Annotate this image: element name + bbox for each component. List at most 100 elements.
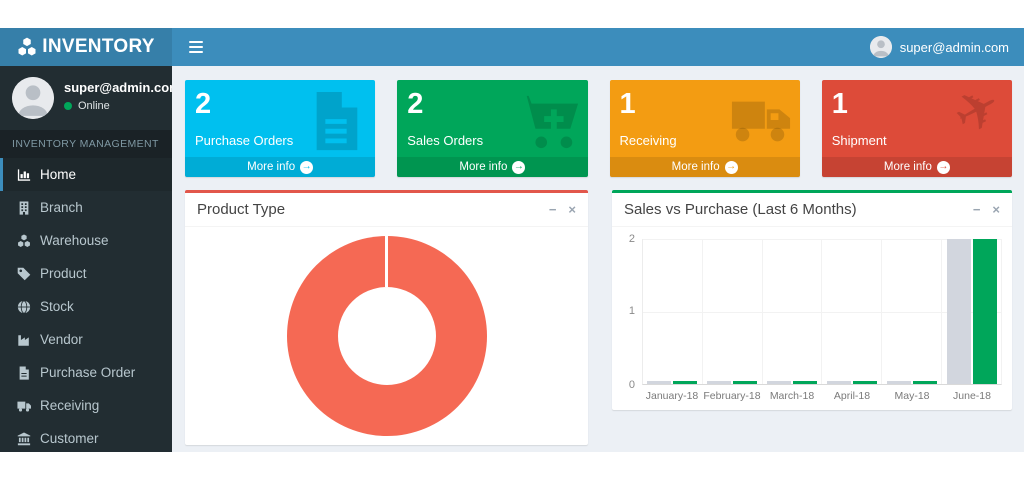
sidebar-item-purchase-order[interactable]: Purchase Order <box>0 356 172 389</box>
cubes-icon <box>18 37 36 56</box>
sidebar-item-home[interactable]: Home <box>0 158 172 191</box>
infobox-value: 1 <box>831 88 848 120</box>
y-tick-label: 0 <box>628 379 635 391</box>
y-tick-label: 1 <box>628 305 635 317</box>
bar-green <box>972 239 997 384</box>
sidebar-toggle-button[interactable] <box>172 28 220 66</box>
tag-icon <box>17 267 31 280</box>
close-button[interactable]: × <box>992 202 1000 217</box>
sidebar-user-panel: super@admin.com Online <box>0 66 181 130</box>
x-tick-label: March-18 <box>769 390 815 402</box>
file-icon <box>19 365 29 380</box>
infobox-label: Purchase Orders <box>195 132 294 148</box>
arrow-circle-icon: → <box>936 160 950 174</box>
bar-green <box>793 381 818 384</box>
bar-green <box>852 381 877 384</box>
product-type-panel: Product Type − × <box>185 190 588 445</box>
x-tick-label: June-18 <box>953 390 991 402</box>
bar-gray <box>707 381 732 384</box>
x-tick-label: January-18 <box>645 390 699 402</box>
building-icon <box>19 200 29 215</box>
panel-title: Product Type <box>197 201 286 218</box>
infobox-purchase-orders: 2 Purchase Orders More info → <box>185 80 376 177</box>
truck-icon <box>17 401 31 412</box>
panel-header: Product Type − × <box>185 193 588 227</box>
sidebar-item-customer[interactable]: Customer <box>0 422 172 452</box>
donut-hole <box>337 287 436 385</box>
more-info-link[interactable]: More info → <box>185 156 376 177</box>
more-info-link[interactable]: More info → <box>609 156 800 177</box>
x-tick-label: May-18 <box>894 390 930 402</box>
online-dot-icon <box>64 102 72 110</box>
collapse-button[interactable]: − <box>548 202 557 217</box>
bar-green <box>912 381 937 384</box>
user-avatar <box>12 77 54 119</box>
sidebar-item-stock[interactable]: Stock <box>0 290 172 323</box>
industry-icon <box>18 334 29 346</box>
donut-chart-area <box>185 227 588 445</box>
sidebar-user-email: super@admin.com <box>64 80 181 95</box>
truck-icon <box>730 90 792 157</box>
navbar: super@admin.com <box>172 28 1024 66</box>
close-button[interactable]: × <box>568 202 576 217</box>
bar-chart-area: 2 1 0 <box>612 227 1012 410</box>
cart-plus-icon <box>518 90 580 157</box>
collapse-button[interactable]: − <box>972 202 981 217</box>
user-avatar <box>869 36 892 58</box>
infobox-label: Receiving <box>619 132 677 148</box>
sidebar-item-warehouse[interactable]: Warehouse <box>0 224 172 257</box>
arrow-circle-icon: → <box>724 160 738 174</box>
arrow-circle-icon: → <box>300 160 314 174</box>
bank-icon <box>17 431 31 445</box>
bar-green <box>673 381 698 384</box>
plot-area <box>642 239 1002 385</box>
navbar-user-email: super@admin.com <box>899 39 1009 55</box>
sidebar-item-receiving[interactable]: Receiving <box>0 389 172 422</box>
panel-tools: − × <box>549 202 576 217</box>
cubes-icon <box>18 233 30 247</box>
online-status: Online <box>64 100 181 112</box>
app-logo[interactable]: INVENTORY <box>0 28 172 66</box>
infobox-label: Shipment <box>831 132 887 148</box>
x-tick-label: February-18 <box>703 390 761 402</box>
sidebar-item-product[interactable]: Product <box>0 257 172 290</box>
arrow-circle-icon: → <box>512 160 526 174</box>
sidebar-section-label: INVENTORY MANAGEMENT <box>0 130 172 158</box>
bar-gray <box>767 381 792 384</box>
sidebar-menu: Home Branch Warehouse Product <box>0 158 172 452</box>
sidebar-item-vendor[interactable]: Vendor <box>0 323 172 356</box>
logo-text: INVENTORY <box>42 36 155 57</box>
bar-gray <box>647 381 672 384</box>
infobox-value: 1 <box>619 88 636 120</box>
bar-gray <box>946 239 971 384</box>
infobox-value: 2 <box>195 88 212 120</box>
panels-row: Product Type − × <box>185 190 1012 445</box>
infobox-value: 2 <box>407 88 424 120</box>
panel-header: Sales vs Purchase (Last 6 Months) − × <box>612 193 1012 227</box>
infobox-label: Sales Orders <box>407 132 484 148</box>
bar-chart-icon <box>17 168 31 181</box>
infobox-sales-orders: 2 Sales Orders More info → <box>397 80 588 177</box>
bar-green <box>733 381 758 384</box>
top-navbar: INVENTORY super@admin.com <box>0 28 1024 66</box>
more-info-link[interactable]: More info → <box>397 156 588 177</box>
menu-toggle-icon <box>189 41 203 43</box>
app-window: INVENTORY super@admin.com <box>0 28 1024 452</box>
globe-icon <box>17 299 31 314</box>
x-tick-label: April-18 <box>833 390 871 402</box>
sidebar-item-branch[interactable]: Branch <box>0 191 172 224</box>
bar-gray <box>886 381 911 384</box>
sidebar: super@admin.com Online INVENTORY MANAGEM… <box>0 66 181 452</box>
info-box-row: 2 Purchase Orders More info → <box>185 80 1012 177</box>
product-type-donut-chart <box>286 236 487 436</box>
navbar-user-menu[interactable]: super@admin.com <box>869 36 1024 58</box>
infobox-receiving: 1 Receiving More info → <box>609 80 800 177</box>
x-axis-labels: January-18 February-18 March-18 April-18… <box>642 390 1002 402</box>
file-text-icon <box>305 90 367 157</box>
infobox-shipment: 1 Shipment ✈ More info → <box>821 80 1012 177</box>
donut-slice-gap <box>385 236 388 287</box>
sales-purchase-panel: Sales vs Purchase (Last 6 Months) − × 2 … <box>612 190 1012 410</box>
y-axis: 2 1 0 <box>616 233 642 391</box>
more-info-link[interactable]: More info → <box>821 156 1012 177</box>
